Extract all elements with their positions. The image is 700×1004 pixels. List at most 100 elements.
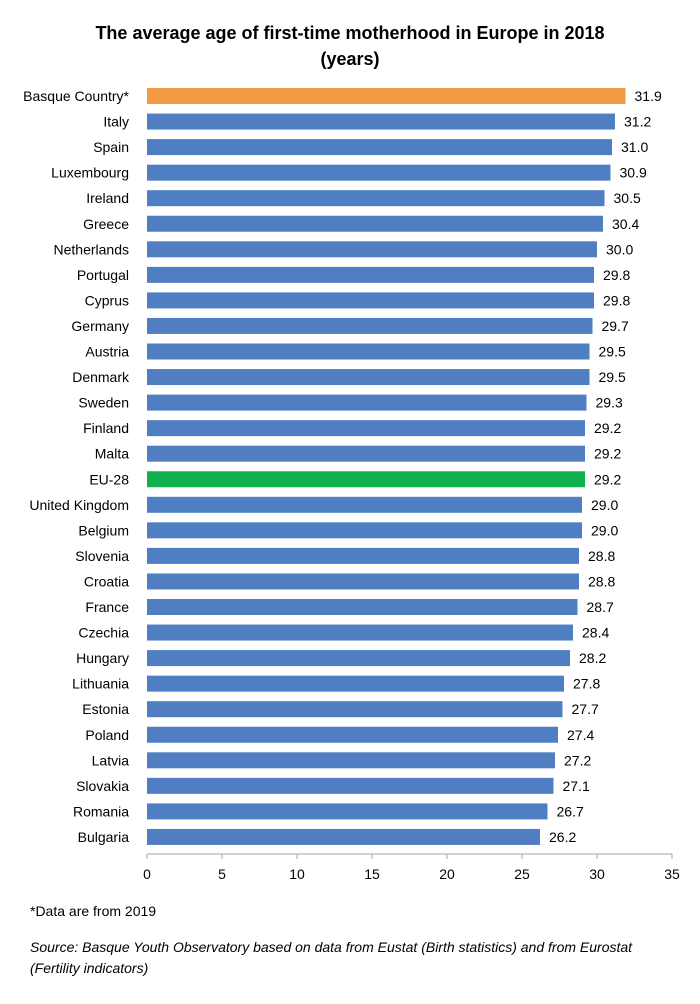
x-tick-label-25: 25 (514, 866, 530, 882)
bar-chart: Basque Country* 31.9 Italy 31.2 Spain 31.0 Lux… (23, 88, 680, 882)
value-label-romania: 26.7 (557, 803, 584, 819)
x-tick-label-10: 10 (289, 866, 305, 882)
x-tick-label-30: 30 (589, 866, 605, 882)
bar-bulgaria (147, 828, 540, 845)
value-label-france: 28.7 (587, 599, 614, 615)
value-label-czechia: 28.4 (582, 625, 609, 641)
bar-luxembourg (147, 164, 611, 181)
value-label-cyprus: 29.8 (603, 292, 630, 308)
category-label-belgium: Belgium (78, 522, 129, 538)
value-label-hungary: 28.2 (579, 650, 606, 666)
category-label-poland: Poland (85, 727, 129, 743)
value-label-finland: 29.2 (594, 420, 621, 436)
bar-italy (147, 113, 615, 130)
bar-estonia (147, 701, 563, 718)
category-label-denmark: Denmark (72, 369, 130, 385)
bar-malta (147, 445, 585, 462)
bar-denmark (147, 369, 590, 386)
value-label-denmark: 29.5 (599, 369, 626, 385)
category-label-united-kingdom: United Kingdom (29, 497, 129, 513)
category-label-bulgaria: Bulgaria (78, 829, 130, 845)
bar-finland (147, 420, 585, 437)
bar-slovakia (147, 777, 554, 794)
value-label-luxembourg: 30.9 (620, 165, 647, 181)
category-label-hungary: Hungary (76, 650, 129, 666)
category-label-romania: Romania (73, 803, 129, 819)
value-label-portugal: 29.8 (603, 267, 630, 283)
category-label-italy: Italy (103, 114, 129, 130)
bar-romania (147, 803, 548, 820)
category-label-germany: Germany (71, 318, 129, 334)
category-label-portugal: Portugal (77, 267, 129, 283)
value-label-united-kingdom: 29.0 (591, 497, 618, 513)
value-label-belgium: 29.0 (591, 522, 618, 538)
value-label-croatia: 28.8 (588, 573, 615, 589)
footnote: *Data are from 2019 (30, 903, 157, 919)
value-label-eu-28: 29.2 (594, 471, 621, 487)
category-label-france: France (85, 599, 129, 615)
category-label-estonia: Estonia (82, 701, 129, 717)
chart-title: The average age of first-time motherhood… (0, 20, 700, 72)
bar-sweden (147, 394, 587, 411)
value-label-greece: 30.4 (612, 216, 639, 232)
bar-greece (147, 215, 603, 232)
bar-france (147, 599, 578, 615)
bar-slovenia (147, 547, 579, 564)
category-label-greece: Greece (83, 216, 129, 232)
bar-basque-country (147, 88, 626, 104)
category-label-slovenia: Slovenia (75, 548, 129, 564)
value-label-slovakia: 27.1 (563, 778, 590, 794)
bars-layer (147, 88, 626, 845)
x-tick-label-35: 35 (664, 866, 680, 882)
category-label-croatia: Croatia (84, 573, 129, 589)
category-label-cyprus: Cyprus (85, 292, 129, 308)
bar-cyprus (147, 292, 594, 309)
category-label-lithuania: Lithuania (72, 676, 129, 692)
value-label-ireland: 30.5 (614, 190, 641, 206)
x-tick-label-15: 15 (364, 866, 380, 882)
value-label-poland: 27.4 (567, 727, 594, 743)
category-label-malta: Malta (95, 446, 129, 462)
x-axis: 0 5 10 15 20 25 30 35 (143, 853, 680, 882)
chart-title-line2: (years) (320, 49, 380, 69)
value-label-netherlands: 30.0 (606, 241, 633, 257)
value-label-germany: 29.7 (602, 318, 629, 334)
bar-croatia (147, 573, 579, 590)
category-label-austria: Austria (85, 344, 129, 360)
bar-czechia (147, 624, 573, 641)
category-label-sweden: Sweden (78, 395, 129, 411)
bar-united-kingdom (147, 496, 582, 513)
source-note: Source: Basque Youth Observatory based o… (30, 939, 633, 976)
bar-poland (147, 726, 558, 743)
category-label-latvia: Latvia (92, 752, 130, 768)
x-tick-label-5: 5 (218, 866, 226, 882)
category-label-finland: Finland (83, 420, 129, 436)
bar-netherlands (147, 241, 597, 258)
category-label-eu-28: EU-28 (89, 471, 129, 487)
category-label-spain: Spain (93, 139, 129, 155)
x-tick-label-20: 20 (439, 866, 455, 882)
x-tick-label-0: 0 (143, 866, 151, 882)
bar-spain (147, 139, 612, 156)
labels-layer: Basque Country* 31.9 Italy 31.2 Spain 31.0 Lux… (23, 88, 662, 845)
value-label-basque-country: 31.9 (635, 88, 662, 104)
category-label-czechia: Czechia (78, 625, 129, 641)
value-label-sweden: 29.3 (596, 395, 623, 411)
category-label-slovakia: Slovakia (76, 778, 129, 794)
value-label-bulgaria: 26.2 (549, 829, 576, 845)
value-label-lithuania: 27.8 (573, 676, 600, 692)
value-label-slovenia: 28.8 (588, 548, 615, 564)
bar-germany (147, 317, 593, 334)
value-label-malta: 29.2 (594, 446, 621, 462)
value-label-latvia: 27.2 (564, 752, 591, 768)
bar-eu-28 (147, 471, 585, 488)
category-label-luxembourg: Luxembourg (51, 165, 129, 181)
value-label-spain: 31.0 (621, 139, 648, 155)
value-label-italy: 31.2 (624, 114, 651, 130)
value-label-estonia: 27.7 (572, 701, 599, 717)
bar-ireland (147, 190, 605, 207)
bar-lithuania (147, 675, 564, 692)
chart-title-line1: The average age of first-time motherhood… (95, 23, 605, 43)
bar-austria (147, 343, 590, 360)
category-label-basque-country: Basque Country* (23, 88, 129, 104)
